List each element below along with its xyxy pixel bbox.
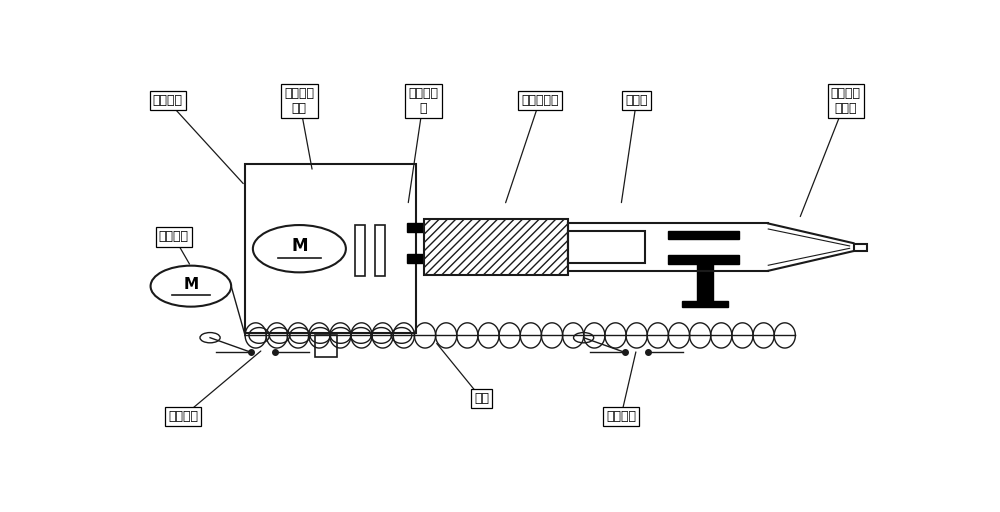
Text: 后退限位: 后退限位 (168, 410, 198, 423)
Text: 注射器: 注射器 (625, 94, 648, 108)
Bar (407, 254, 424, 263)
Bar (668, 230, 739, 239)
Text: 注射器推柄: 注射器推柄 (521, 94, 558, 108)
Text: 注射器夹
持机构: 注射器夹 持机构 (831, 87, 861, 115)
Text: M: M (291, 238, 308, 255)
Text: 高频换能
器: 高频换能 器 (408, 87, 438, 115)
Bar (424, 219, 568, 275)
Bar (668, 255, 739, 264)
Bar (854, 244, 867, 251)
Bar (315, 335, 337, 357)
Bar (355, 225, 365, 276)
Bar (245, 164, 416, 333)
Text: 丝杆滑台: 丝杆滑台 (153, 94, 183, 108)
Bar (682, 301, 728, 307)
Text: 注射电机: 注射电机 (159, 230, 189, 243)
Text: 注射限位: 注射限位 (606, 410, 636, 423)
Bar (568, 230, 645, 263)
Text: M: M (183, 276, 198, 292)
Bar (375, 225, 385, 276)
Bar (697, 264, 713, 301)
Bar (407, 223, 424, 232)
Text: 低频振动
电机: 低频振动 电机 (284, 87, 314, 115)
Text: 丝杆: 丝杆 (474, 392, 489, 405)
